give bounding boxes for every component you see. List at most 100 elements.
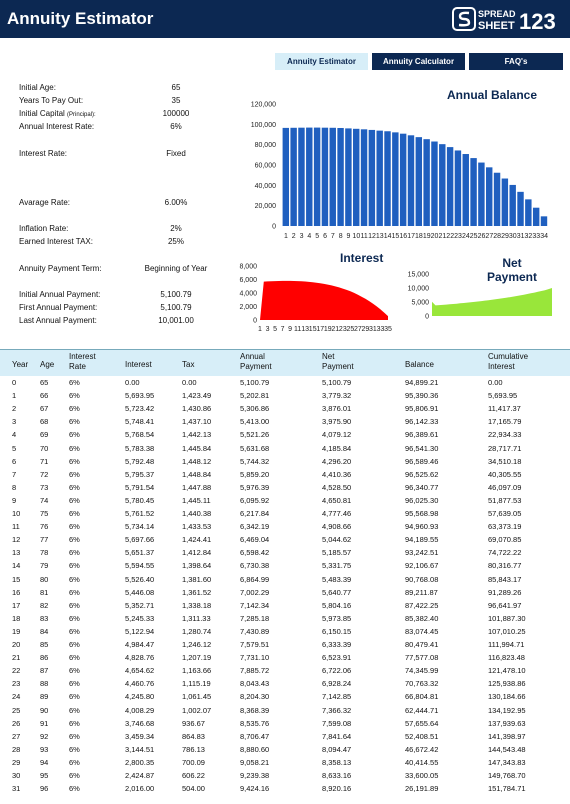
param-value[interactable]: 25% <box>167 237 184 246</box>
x-tick-label: 28 <box>493 233 501 240</box>
cell-interest: 5,245.33 <box>125 613 155 623</box>
balance-bar <box>321 127 329 226</box>
cell-cumulative-interest: 111,994.71 <box>488 640 525 649</box>
cell-tax: 606.22 <box>182 771 205 780</box>
x-tick-label: 23 <box>454 233 462 240</box>
balance-bar <box>368 129 376 226</box>
interest-chart-title: Interest <box>340 251 384 265</box>
cell-interest: 5,723.42 <box>125 404 155 414</box>
tab-annuity-calculator[interactable]: Annuity Calculator <box>372 53 465 70</box>
cell-interest-rate: 6% <box>69 744 80 754</box>
cell-annual-payment: 5,202.81 <box>240 391 270 401</box>
net-payment-area <box>432 288 552 316</box>
cell-interest: 3,459.34 <box>125 731 155 741</box>
col-header-cumulative-interest: Cumulative Interest <box>488 352 529 371</box>
table-row: 30 95 6% 2,424.87 606.22 9,239.38 8,633.16 33,6… <box>0 769 570 782</box>
cell-interest: 2,424.87 <box>125 771 155 780</box>
x-tick-label: 18 <box>415 233 423 240</box>
cell-cumulative-interest: 22,934.33 <box>488 430 522 440</box>
cell-balance: 96,142.33 <box>405 417 439 427</box>
cell-annual-payment: 5,413.00 <box>240 417 270 427</box>
balance-bar <box>525 199 532 226</box>
param-label: Initial Age: <box>19 83 56 92</box>
x-tick-label: 15 <box>392 233 400 240</box>
param-label: Avarage Rate: <box>19 198 70 207</box>
cell-cumulative-interest: 69,070.85 <box>488 535 522 545</box>
cell-interest: 5,352.71 <box>125 600 155 610</box>
x-tick-label: 29 <box>362 326 370 333</box>
cell-balance: 83,074.45 <box>405 626 439 636</box>
x-tick-label: 33 <box>532 233 540 240</box>
cell-balance: 94,189.55 <box>405 535 439 545</box>
cell-age: 75 <box>40 509 49 518</box>
param-label: Earned Interest TAX: <box>19 237 93 246</box>
x-tick-label: 17 <box>407 233 415 240</box>
cell-interest: 5,791.54 <box>125 482 155 492</box>
cell-net-payment: 6,150.15 <box>322 626 352 636</box>
cell-cumulative-interest: 28,717.71 <box>488 443 522 453</box>
cell-year: 17 <box>12 600 21 610</box>
cell-tax: 1,448.84 <box>182 469 212 479</box>
param-initial-age: Initial Age: 65 <box>19 83 229 94</box>
tab-annuity-estimator[interactable]: Annuity Estimator <box>275 53 368 70</box>
x-tick-label: 21 <box>438 233 446 240</box>
y-tick-label: 8,000 <box>239 264 257 271</box>
cell-annual-payment: 5,100.79 <box>240 378 270 387</box>
cell-interest-rate: 6% <box>69 378 80 387</box>
cell-age: 95 <box>40 771 49 780</box>
x-tick-label: 3 <box>300 233 304 240</box>
cell-interest-rate: 6% <box>69 443 80 453</box>
x-tick-label: 26 <box>478 233 486 240</box>
param-value[interactable]: 6% <box>170 122 182 131</box>
cell-tax: 1,445.11 <box>182 495 211 505</box>
cell-year: 31 <box>12 784 21 794</box>
cell-cumulative-interest: 149,768.70 <box>488 771 526 780</box>
spreadsheet123-logo[interactable]: SPREAD SHEET 123 <box>452 5 564 33</box>
y-tick-label: 60,000 <box>255 163 277 170</box>
param-value[interactable]: 65 <box>171 83 181 92</box>
x-tick-label: 8 <box>339 233 343 240</box>
balance-bar <box>470 158 477 226</box>
cell-age: 73 <box>40 482 49 492</box>
tab-faqs[interactable]: FAQ's <box>469 53 563 70</box>
x-tick-label: 32 <box>525 233 533 240</box>
cell-year: 2 <box>12 404 17 414</box>
balance-bar <box>384 131 391 226</box>
cell-cumulative-interest: 0.00 <box>488 378 503 387</box>
param-value[interactable]: 2% <box>170 224 182 233</box>
cell-interest-rate: 6% <box>69 391 80 401</box>
cell-interest: 5,697.66 <box>125 535 155 545</box>
param-value[interactable]: Fixed <box>166 149 186 158</box>
cell-year: 24 <box>12 692 21 702</box>
x-tick-label: 16 <box>399 233 407 240</box>
x-tick-label: 30 <box>509 233 517 240</box>
table-row: 1 66 6% 5,693.95 1,423.49 5,202.81 3,779.32 95,… <box>0 389 570 402</box>
cell-tax: 1,423.49 <box>182 391 212 401</box>
cell-balance: 89,211.87 <box>405 587 438 597</box>
param-last-payment: Last Annual Payment: 10,001.00 <box>19 316 229 327</box>
cell-cumulative-interest: 91,289.26 <box>488 587 522 597</box>
param-value[interactable]: 35 <box>171 96 181 105</box>
param-years-to-pay: Years To Pay Out: 35 <box>19 96 229 107</box>
cell-tax: 0.00 <box>182 378 197 387</box>
cell-annual-payment: 9,239.38 <box>240 771 270 780</box>
cell-annual-payment: 6,730.38 <box>240 561 270 571</box>
param-value[interactable]: 100000 <box>162 109 190 118</box>
cell-year: 12 <box>12 535 21 545</box>
param-initial-capital: Initial Capital (Principal): 100000 <box>19 109 229 120</box>
balance-bar <box>407 135 415 226</box>
cell-interest-rate: 6% <box>69 679 80 689</box>
x-tick-label: 3 <box>266 326 270 333</box>
param-value: 6.00% <box>164 198 188 207</box>
cell-tax: 1,448.12 <box>182 456 212 466</box>
param-label: Initial Capital (Principal): <box>19 109 96 118</box>
param-interest-rate: Interest Rate: Fixed <box>19 149 229 160</box>
param-value[interactable]: Beginning of Year <box>144 264 208 273</box>
cell-year: 23 <box>12 679 21 689</box>
balance-bar <box>532 207 540 226</box>
y-tick-label: 15,000 <box>408 272 430 279</box>
x-tick-label: 5 <box>273 326 277 333</box>
cell-tax: 1,447.88 <box>182 482 212 492</box>
x-tick-label: 27 <box>485 233 493 240</box>
cell-net-payment: 7,366.32 <box>322 705 352 715</box>
